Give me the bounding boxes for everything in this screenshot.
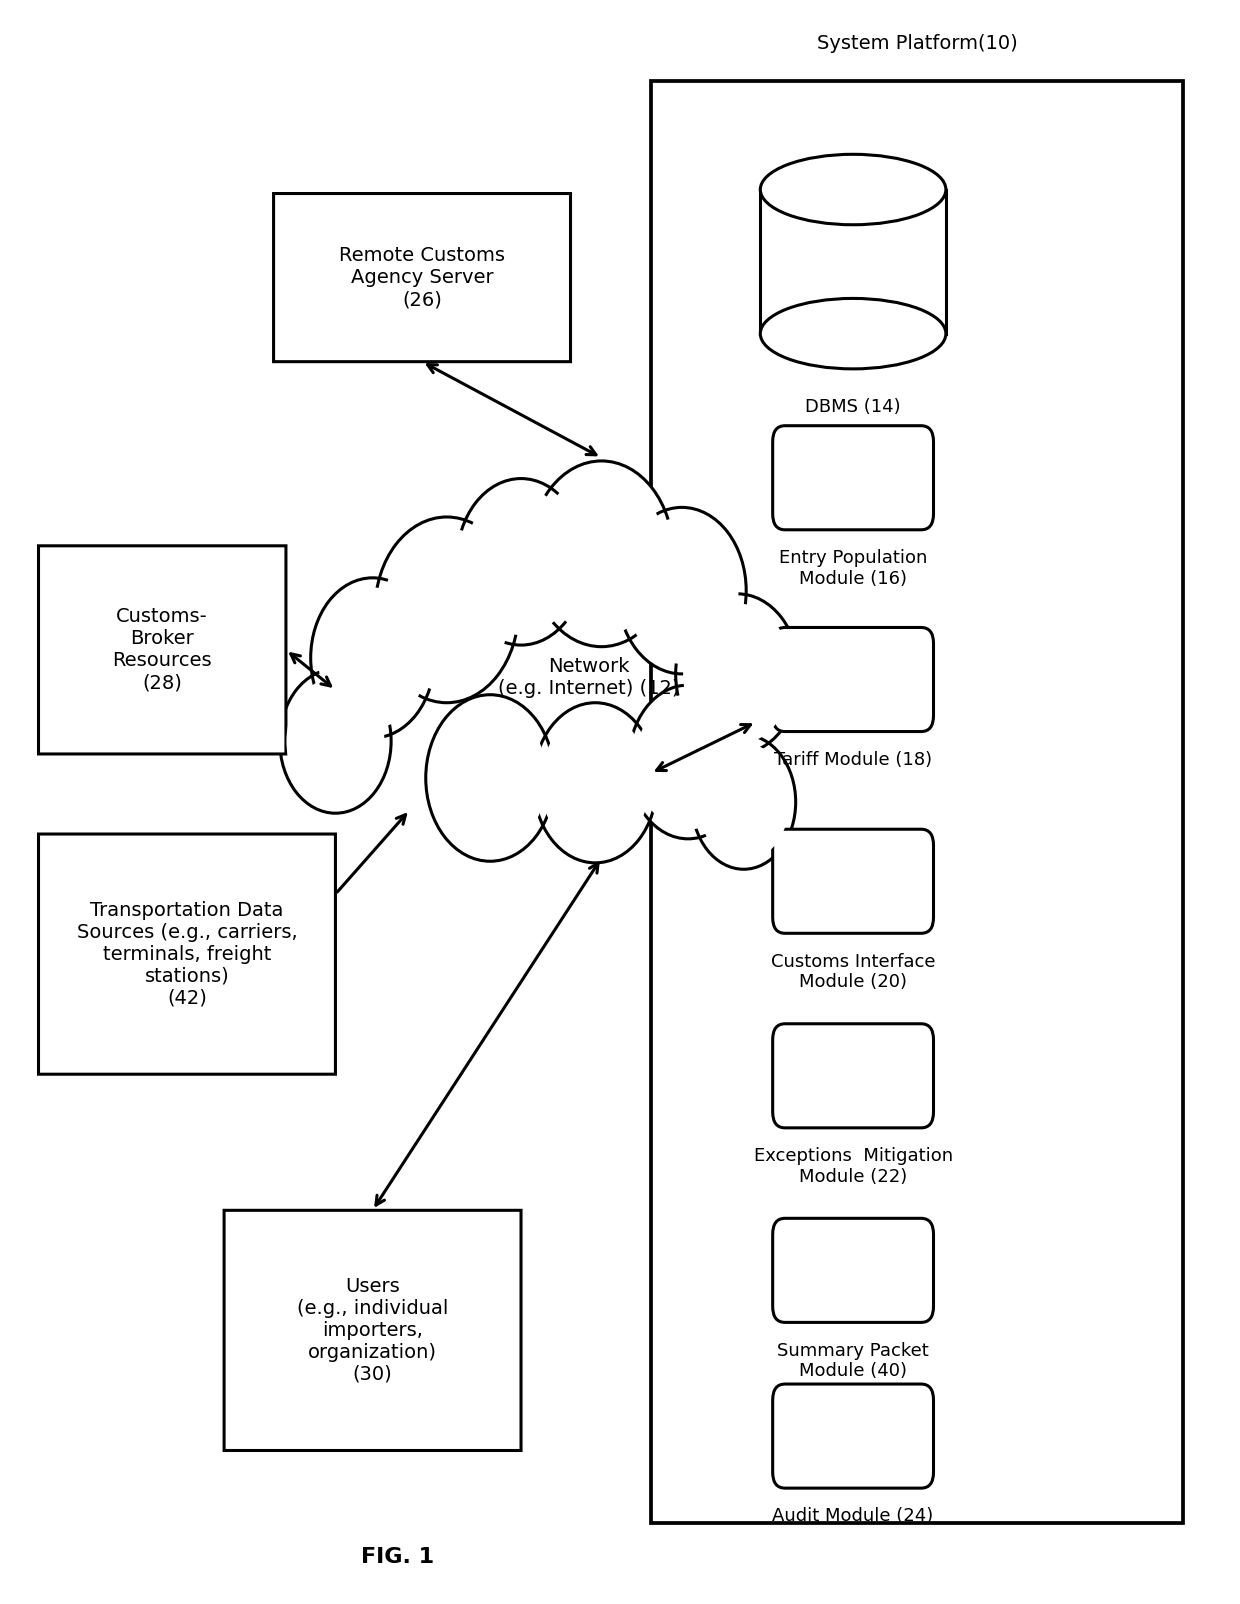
Text: Entry Population
Module (16): Entry Population Module (16) (779, 549, 928, 587)
Text: DBMS (14): DBMS (14) (805, 398, 901, 415)
FancyBboxPatch shape (274, 194, 570, 361)
Text: Network
(e.g. Internet) (12): Network (e.g. Internet) (12) (498, 656, 680, 698)
FancyBboxPatch shape (773, 1384, 934, 1489)
Text: System Platform(10): System Platform(10) (817, 34, 1017, 53)
Text: FIG. 1: FIG. 1 (361, 1548, 434, 1567)
Circle shape (533, 703, 657, 863)
Text: Audit Module (24): Audit Module (24) (773, 1508, 934, 1525)
Circle shape (311, 577, 434, 738)
Circle shape (618, 507, 746, 674)
Circle shape (676, 593, 800, 754)
Text: Tariff Module (18): Tariff Module (18) (774, 751, 932, 768)
Circle shape (629, 685, 748, 839)
Text: Users
(e.g., individual
importers,
organization)
(30): Users (e.g., individual importers, organ… (296, 1277, 448, 1384)
Polygon shape (760, 189, 946, 334)
FancyBboxPatch shape (773, 829, 934, 934)
Ellipse shape (760, 154, 946, 225)
Circle shape (286, 678, 384, 805)
Text: Transportation Data
Sources (e.g., carriers,
terminals, freight
stations)
(42): Transportation Data Sources (e.g., carri… (77, 900, 298, 1007)
Circle shape (636, 695, 740, 829)
Circle shape (280, 669, 391, 813)
Circle shape (434, 704, 547, 852)
Circle shape (319, 587, 427, 728)
Text: Exceptions  Mitigation
Module (22): Exceptions Mitigation Module (22) (754, 1147, 952, 1185)
Text: Customs Interface
Module (20): Customs Interface Module (20) (771, 953, 935, 991)
Circle shape (374, 516, 518, 703)
Text: Remote Customs
Agency Server
(26): Remote Customs Agency Server (26) (339, 245, 505, 310)
FancyBboxPatch shape (38, 545, 286, 754)
Circle shape (683, 603, 792, 744)
Circle shape (692, 735, 796, 869)
FancyBboxPatch shape (38, 834, 336, 1075)
FancyBboxPatch shape (773, 1023, 934, 1128)
FancyBboxPatch shape (651, 82, 1183, 1522)
FancyBboxPatch shape (773, 1219, 934, 1322)
Ellipse shape (760, 298, 946, 369)
Circle shape (541, 712, 650, 853)
Circle shape (538, 472, 665, 635)
Circle shape (529, 460, 673, 646)
Circle shape (456, 478, 585, 645)
FancyBboxPatch shape (773, 627, 934, 731)
FancyBboxPatch shape (224, 1211, 521, 1450)
Text: Summary Packet
Module (40): Summary Packet Module (40) (777, 1341, 929, 1381)
Circle shape (383, 528, 510, 691)
Circle shape (698, 743, 790, 861)
Circle shape (465, 489, 578, 635)
Text: Customs-
Broker
Resources
(28): Customs- Broker Resources (28) (113, 608, 212, 693)
Circle shape (625, 518, 739, 664)
Circle shape (425, 695, 554, 861)
FancyBboxPatch shape (773, 425, 934, 529)
